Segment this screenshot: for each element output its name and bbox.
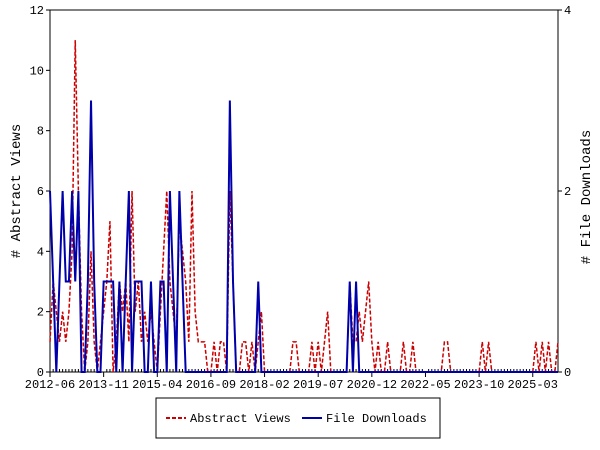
- x-tick-label: 2013-11: [78, 378, 128, 392]
- series-line: [49, 100, 558, 373]
- y-tick-label: 2: [37, 306, 44, 320]
- x-tick-label: 2020-12: [347, 378, 397, 392]
- x-tick-label: 2022-05: [400, 378, 450, 392]
- legend-box: [155, 397, 441, 439]
- y2-axis-label: # File Downloads: [579, 130, 595, 264]
- x-tick-label: 2019-07: [293, 378, 343, 392]
- y-tick-label: 12: [30, 4, 44, 18]
- y2-tick-label: 0: [564, 366, 571, 380]
- y2-tick-label: 2: [564, 185, 571, 199]
- y-axis-label: # Abstract Views: [9, 124, 25, 258]
- legend-label: Abstract Views: [190, 412, 291, 426]
- x-tick-label: 2023-10: [454, 378, 504, 392]
- y-tick-label: 10: [30, 64, 44, 78]
- x-tick-label: 2018-02: [239, 378, 289, 392]
- y-tick-label: 8: [37, 125, 44, 139]
- y-tick-label: 0: [37, 366, 44, 380]
- x-tick-label: 2015-04: [132, 378, 182, 392]
- y2-tick-label: 4: [564, 4, 571, 18]
- x-tick-label: 2025-03: [508, 378, 558, 392]
- legend-label: File Downloads: [326, 412, 427, 426]
- plot-frame: [49, 9, 559, 373]
- x-tick-label: 2012-06: [25, 378, 75, 392]
- y-tick-label: 4: [37, 245, 44, 259]
- y-tick-label: 6: [37, 185, 44, 199]
- x-tick-label: 2016-09: [186, 378, 236, 392]
- series-line: [49, 40, 559, 373]
